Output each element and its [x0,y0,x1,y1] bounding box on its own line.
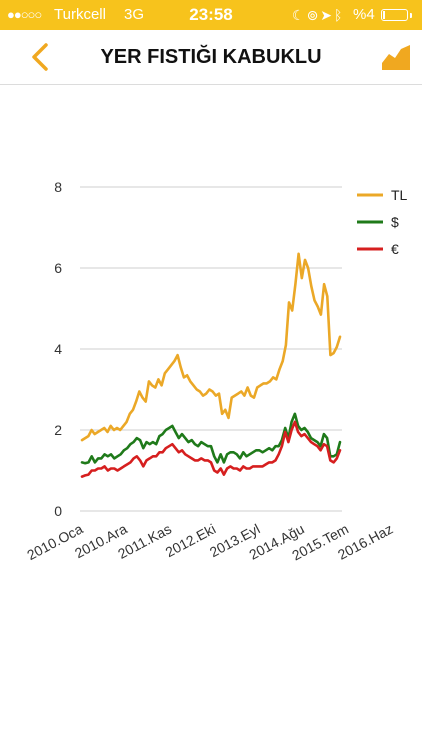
legend-label: € [391,241,399,257]
page-title: YER FISTIĞI KABUKLU [100,46,322,68]
back-chevron-icon[interactable] [26,40,56,74]
signal-strength-icon: ●●○○○ [7,7,42,22]
carrier-name: Turkcell [54,6,106,23]
moon-icon: ☾ [292,7,307,23]
battery-icon [381,9,412,21]
y-tick-label: 0 [54,503,62,519]
network-type: 3G [124,6,145,23]
series-line [80,420,342,478]
location-icon: ➤ [320,7,335,23]
price-line-chart: 0 2 4 6 8 2010.Oca2010.Ara2011.Kas2012.Eki20… [24,179,408,564]
y-tick-label: 2 [54,422,62,438]
chart-legend: TL $ € [357,187,408,257]
series-line [80,252,342,442]
bluetooth-icon: ᛒ [334,7,345,23]
y-tick-label: 4 [54,341,62,357]
x-tick-label: 2012.Eki [163,521,219,561]
chart-series [80,252,342,478]
y-tick-label: 6 [54,260,62,276]
battery-percent: %4 [353,6,375,23]
legend-label: TL [391,187,408,203]
series-line [80,412,342,465]
status-time: 23:58 [189,5,233,24]
rotation-lock-icon: ⊚ [306,7,321,23]
y-axis-labels: 0 2 4 6 8 [54,179,62,519]
status-bar: ●●○○○ Turkcell 3G 23:58 ☾⊚➤ᛒ %4 [0,0,422,30]
y-tick-label: 8 [54,179,62,195]
area-chart-icon[interactable] [380,43,412,71]
navigation-bar: YER FISTIĞI KABUKLU [0,30,422,85]
x-axis-labels: 2010.Oca2010.Ara2011.Kas2012.Eki2013.Eyl… [24,520,395,563]
status-icons: ☾⊚➤ᛒ [292,0,344,30]
legend-label: $ [391,214,399,230]
